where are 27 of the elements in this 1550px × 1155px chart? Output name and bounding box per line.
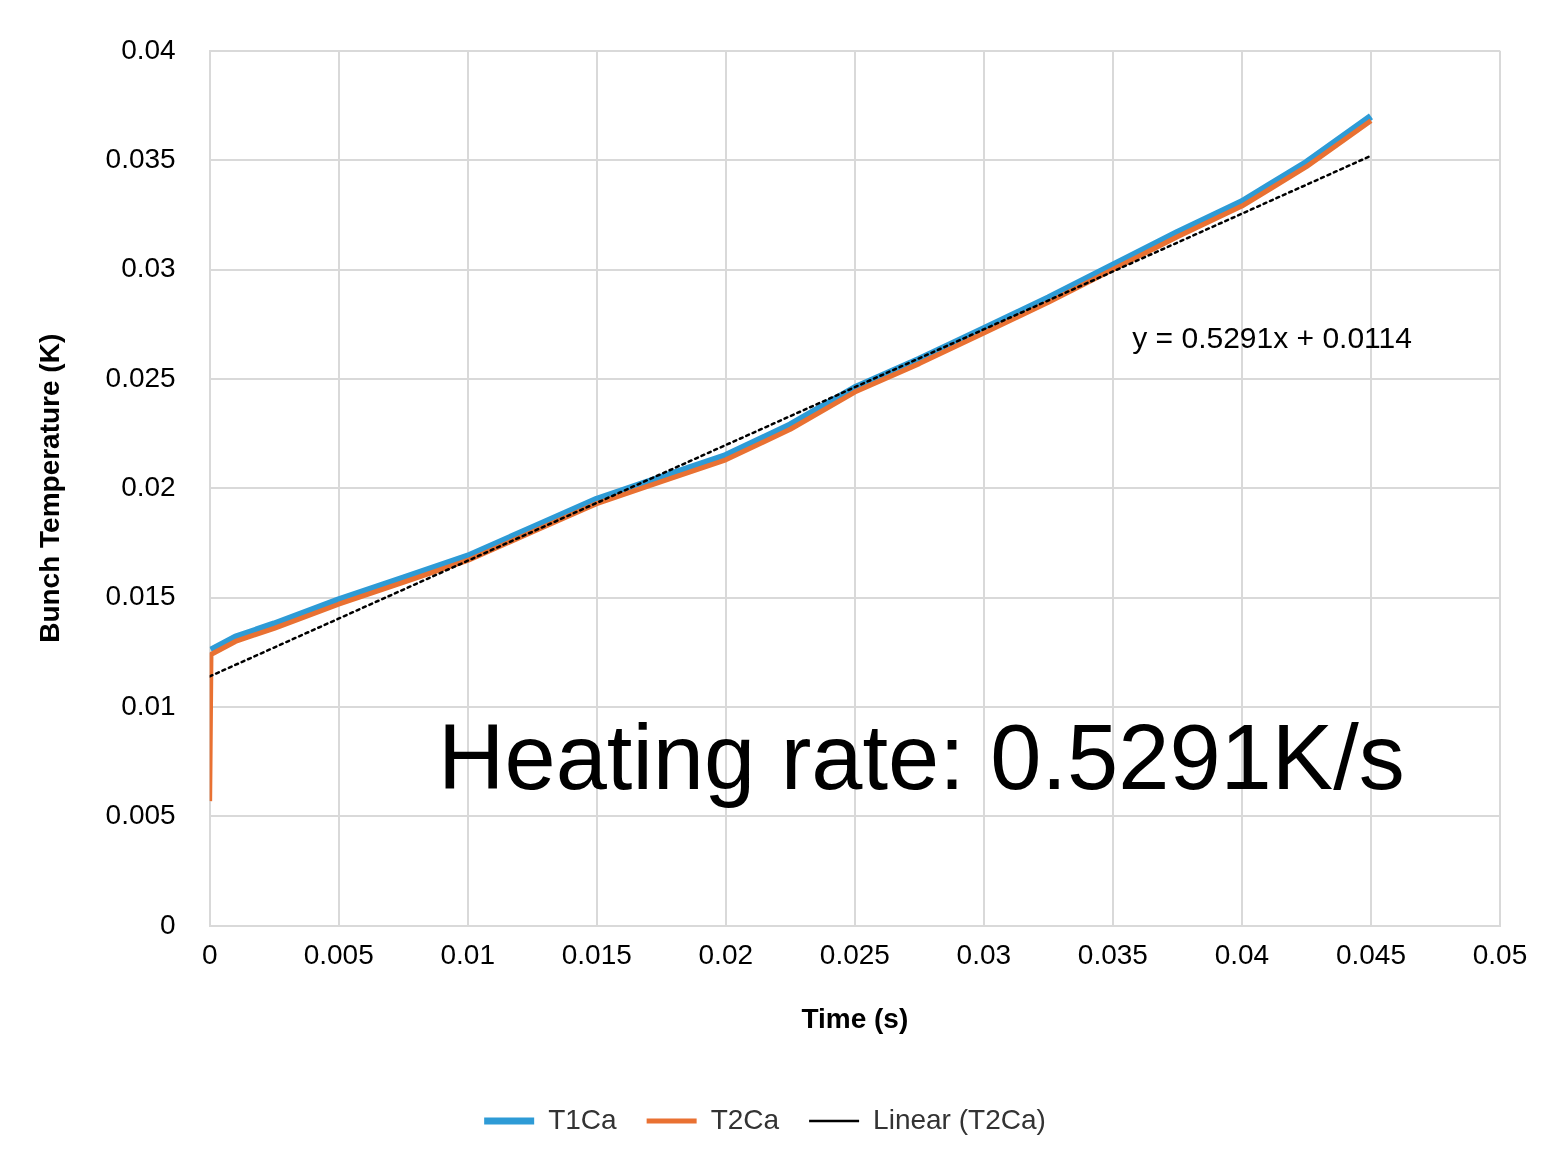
x-tick-label: 0.035 — [1077, 939, 1148, 971]
y-tick-label: 0.025 — [105, 361, 176, 393]
y-tick-label: 0 — [160, 908, 176, 940]
y-tick-label: 0.01 — [121, 689, 176, 721]
x-tick-label: 0.05 — [1472, 939, 1528, 971]
annotation: Heating rate: 0.5291K/s — [438, 706, 1405, 809]
x-axis-title: Time (s) — [801, 1002, 909, 1034]
x-tick-label: 0.025 — [819, 939, 890, 971]
legend-label: Linear (T2Ca) — [873, 1103, 1046, 1135]
x-tick-label: 0.005 — [303, 939, 374, 971]
y-tick-label: 0.015 — [105, 580, 176, 612]
x-tick-label: 0 — [201, 939, 218, 971]
y-tick-label: 0.03 — [121, 252, 176, 284]
x-tick-label: 0.015 — [561, 939, 632, 971]
legend-label: T2Ca — [710, 1103, 780, 1135]
x-tick-label: 0.01 — [440, 939, 495, 971]
x-tick-label: 0.03 — [956, 939, 1012, 971]
x-tick-label: 0.04 — [1214, 939, 1270, 971]
x-tick-label: 0.02 — [698, 939, 754, 971]
y-tick-label: 0.005 — [105, 799, 176, 831]
y-tick-label: 0.04 — [121, 33, 176, 65]
x-tick-label: 0.045 — [1335, 939, 1407, 971]
annotation: y = 0.5291x + 0.0114 — [1132, 320, 1412, 354]
y-axis-title: Bunch Temperature (K) — [33, 333, 65, 643]
y-tick-label: 0.02 — [121, 471, 176, 503]
y-tick-label: 0.035 — [105, 142, 176, 174]
legend-label: T1Ca — [548, 1103, 618, 1135]
